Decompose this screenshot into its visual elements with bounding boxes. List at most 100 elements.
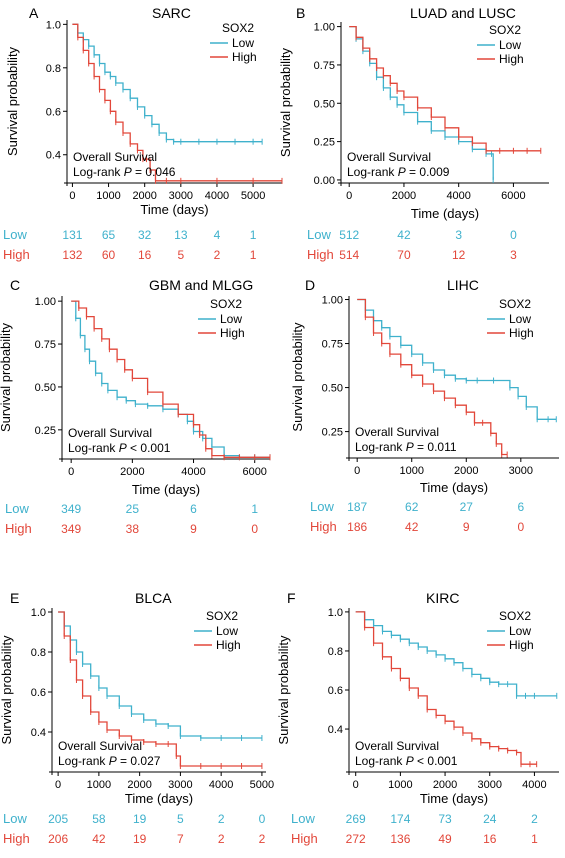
y-tick-label: 0.50 bbox=[35, 382, 56, 394]
panel-f: F KIRC 0.4 0.6 0.8 1.0 0 1000 2000 3000 4000 Surviv… bbox=[276, 590, 559, 846]
legend-title: SOX2 bbox=[206, 609, 238, 623]
risk-count-high: 19 bbox=[133, 832, 147, 846]
risk-count-high: 206 bbox=[48, 832, 68, 846]
logrank-pvalue: Log-rank P < 0.001 bbox=[68, 441, 171, 455]
x-tick-label: 4000 bbox=[446, 190, 470, 202]
risk-count-low: 6 bbox=[190, 502, 197, 516]
risk-count-high: 9 bbox=[463, 520, 470, 534]
risk-row-label-low: Low bbox=[5, 501, 29, 516]
x-tick-label: 0 bbox=[68, 466, 74, 478]
legend-label-high: High bbox=[499, 52, 524, 66]
risk-count-low: 6 bbox=[517, 500, 524, 514]
risk-count-low: 5 bbox=[177, 812, 184, 826]
risk-count-high: 132 bbox=[62, 248, 82, 262]
risk-row-label-low: Low bbox=[310, 499, 334, 514]
y-tick-label: 0.25 bbox=[322, 427, 343, 439]
panel-e: E BLCA 0.4 0.6 0.8 1.0 0 1000 2000 3000 4000 5000 Su… bbox=[0, 590, 274, 846]
x-tick-label: 5000 bbox=[250, 779, 274, 791]
legend-label-low: Low bbox=[509, 624, 531, 638]
legend-title: SOX2 bbox=[499, 297, 531, 311]
logrank-pvalue: Log-rank P = 0.027 bbox=[58, 754, 161, 768]
panel-letter: C bbox=[10, 277, 20, 293]
y-axis-label: Survival probability bbox=[0, 635, 14, 745]
risk-count-low: 0 bbox=[510, 228, 517, 242]
y-tick-label: 0.6 bbox=[46, 106, 61, 118]
y-tick-label: 0.25 bbox=[35, 425, 56, 437]
risk-count-high: 3 bbox=[510, 248, 517, 262]
legend-title: SOX2 bbox=[210, 297, 242, 311]
risk-count-high: 16 bbox=[483, 832, 497, 846]
x-axis-label: Time (days) bbox=[125, 791, 193, 806]
risk-count-high: 49 bbox=[438, 832, 452, 846]
x-axis-label: Time (days) bbox=[140, 202, 208, 217]
risk-count-high: 9 bbox=[190, 522, 197, 536]
chart-title: GBM and MLGG bbox=[149, 277, 253, 293]
risk-count-high: 7 bbox=[177, 832, 184, 846]
x-tick-label: 4000 bbox=[209, 779, 233, 791]
panel-a: A SARC 0.4 0.6 0.8 1.0 0 1000 2000 3000 4000 5000 Su… bbox=[3, 5, 283, 262]
x-tick-label: 2000 bbox=[454, 465, 478, 477]
legend-label-low: Low bbox=[509, 312, 531, 326]
risk-count-low: 4 bbox=[214, 228, 221, 242]
legend-label-low: Low bbox=[216, 624, 238, 638]
risk-count-low: 24 bbox=[483, 812, 497, 826]
x-tick-label: 5000 bbox=[241, 190, 265, 202]
y-axis-label: Survival probability bbox=[5, 46, 20, 156]
x-tick-label: 2000 bbox=[392, 190, 416, 202]
y-tick-label: 0.8 bbox=[31, 647, 46, 659]
legend-title: SOX2 bbox=[499, 609, 531, 623]
y-tick-label: 1.00 bbox=[35, 296, 56, 308]
x-tick-label: 3000 bbox=[169, 190, 193, 202]
y-axis-label: Survival probability bbox=[0, 322, 13, 432]
y-tick-label: 0.75 bbox=[322, 339, 343, 351]
risk-count-high: 0 bbox=[251, 522, 258, 536]
overall-survival-label: Overall Survival bbox=[347, 150, 431, 164]
y-tick-label: 0.75 bbox=[314, 60, 335, 72]
risk-row-label-high: High bbox=[5, 521, 32, 536]
x-tick-label: 0 bbox=[354, 465, 360, 477]
x-axis-label: Time (days) bbox=[411, 206, 479, 221]
x-tick-label: 6000 bbox=[501, 190, 525, 202]
risk-count-low: 25 bbox=[126, 502, 140, 516]
x-tick-label: 1000 bbox=[399, 465, 423, 477]
risk-count-high: 349 bbox=[61, 522, 81, 536]
risk-row-label-high: High bbox=[307, 247, 334, 262]
x-tick-label: 2000 bbox=[433, 779, 457, 791]
y-tick-label: 0.50 bbox=[322, 383, 343, 395]
risk-count-low: 0 bbox=[259, 812, 266, 826]
risk-row-label-low: Low bbox=[307, 227, 331, 242]
risk-row-label-low: Low bbox=[291, 811, 315, 826]
risk-count-low: 3 bbox=[455, 228, 462, 242]
risk-count-high: 70 bbox=[397, 248, 411, 262]
y-tick-label: 1.0 bbox=[31, 607, 46, 619]
y-tick-label: 1.0 bbox=[328, 607, 343, 619]
chart-title: SARC bbox=[152, 5, 191, 21]
logrank-pvalue: Log-rank P = 0.009 bbox=[347, 165, 450, 179]
y-axis-label: Survival probability bbox=[276, 635, 291, 745]
legend-title: SOX2 bbox=[222, 21, 254, 35]
x-tick-label: 0 bbox=[55, 779, 61, 791]
panel-letter: B bbox=[296, 5, 305, 21]
x-axis-label: Time (days) bbox=[420, 480, 488, 495]
y-tick-label: 0.4 bbox=[328, 724, 343, 736]
y-tick-label: 0.50 bbox=[314, 98, 335, 110]
y-tick-label: 0.25 bbox=[314, 137, 335, 149]
risk-count-high: 12 bbox=[452, 248, 466, 262]
risk-count-low: 512 bbox=[339, 228, 359, 242]
risk-count-low: 1 bbox=[251, 502, 258, 516]
y-tick-label: 1.00 bbox=[322, 295, 343, 307]
x-tick-label: 3000 bbox=[478, 779, 502, 791]
x-tick-label: 2000 bbox=[127, 779, 151, 791]
risk-count-low: 205 bbox=[48, 812, 68, 826]
risk-count-low: 42 bbox=[397, 228, 411, 242]
y-tick-label: 0.00 bbox=[314, 175, 335, 187]
x-tick-label: 0 bbox=[346, 190, 352, 202]
legend-label-high: High bbox=[509, 638, 534, 652]
risk-count-low: 349 bbox=[61, 502, 81, 516]
risk-count-low: 62 bbox=[405, 500, 419, 514]
panel-b: B LUAD and LUSC 0.00 0.25 0.50 0.75 1.00 0 2000 4… bbox=[278, 5, 549, 262]
risk-count-low: 2 bbox=[531, 812, 538, 826]
risk-count-low: 58 bbox=[92, 812, 106, 826]
y-tick-label: 0.75 bbox=[35, 339, 56, 351]
